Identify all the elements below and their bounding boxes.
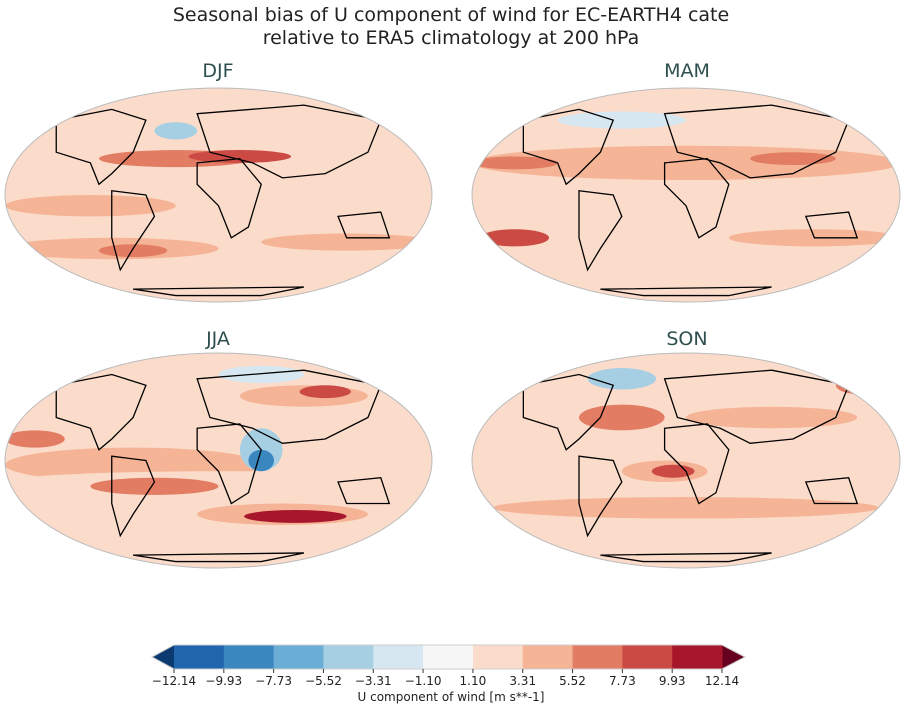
- bias-contour: [686, 406, 858, 429]
- colorbar-under-arrow: [152, 645, 174, 669]
- panel-title-jja: JJA: [206, 328, 230, 350]
- figure-title-line2: relative to ERA5 climatology at 200 hPa: [262, 27, 640, 49]
- bias-contour: [579, 404, 665, 431]
- bias-contour: [154, 122, 198, 140]
- bias-contour: [472, 156, 558, 170]
- coastlines: [56, 370, 389, 561]
- colorbar-bin: [373, 645, 424, 669]
- map-panel-son: [471, 352, 901, 569]
- bias-contour: [299, 385, 351, 399]
- map-border: [471, 352, 901, 569]
- map-panel-djf: [4, 87, 433, 303]
- map-background: [472, 88, 900, 302]
- colorbar-bin: [672, 645, 723, 669]
- colorbar-bin: [174, 645, 225, 669]
- colorbar-bin: [273, 645, 324, 669]
- colorbar-tick-label: 3.31: [509, 674, 537, 688]
- colorbar: [150, 644, 747, 673]
- bias-contour: [5, 195, 176, 217]
- coastlines: [56, 105, 389, 295]
- colorbar-tick-label: −12.14: [151, 674, 197, 688]
- bias-contour: [651, 464, 695, 478]
- bias-contour: [5, 471, 432, 493]
- colorbar-tick-label: −5.52: [305, 674, 342, 688]
- map-panel-jja: [4, 352, 433, 569]
- bias-contour: [472, 417, 900, 461]
- bias-contour: [750, 152, 836, 166]
- bias-contour: [814, 276, 900, 294]
- bias-contour: [835, 376, 879, 394]
- colorbar-tick-label: −3.31: [354, 674, 392, 688]
- map-panel-mam: [471, 87, 901, 303]
- bias-contour: [90, 477, 219, 495]
- bias-contour: [493, 497, 879, 519]
- colorbar-tick-label: −9.93: [205, 674, 243, 688]
- colorbar-bin: [572, 645, 623, 669]
- colorbar-tick-label: −1.10: [404, 674, 442, 688]
- bias-contour: [480, 229, 550, 247]
- bias-contour: [98, 244, 168, 258]
- map-border: [471, 87, 901, 303]
- bias-contour: [5, 430, 65, 448]
- colorbar-bin: [622, 645, 673, 669]
- map-border: [4, 87, 433, 303]
- map-border: [4, 352, 433, 569]
- colorbar-tick-label: 9.93: [658, 674, 686, 688]
- bias-contour: [248, 449, 275, 472]
- colorbar-bin: [522, 645, 574, 669]
- colorbar-bin: [423, 645, 474, 669]
- colorbar-tick-label: 7.73: [609, 674, 636, 688]
- colorbar-over-arrow: [722, 645, 745, 669]
- panel-title-son: SON: [666, 328, 708, 350]
- colorbar-tick-label: 1.10: [459, 674, 487, 688]
- colorbar-tick-label: 12.14: [704, 674, 740, 688]
- bias-contour: [218, 365, 304, 384]
- bias-contour: [587, 368, 657, 390]
- bias-contour: [557, 111, 686, 129]
- panel-title-mam: MAM: [664, 60, 710, 82]
- coastlines: [523, 105, 857, 295]
- figure-title-line1: Seasonal bias of U component of wind for…: [172, 4, 730, 26]
- colorbar-label: U component of wind [m s**-1]: [357, 690, 545, 704]
- colorbar-bin: [323, 645, 374, 669]
- bias-contour: [244, 509, 347, 523]
- colorbar-tick-label: 5.52: [559, 674, 586, 688]
- colorbar-bin: [472, 645, 524, 669]
- bias-contour: [188, 150, 292, 163]
- panel-title-djf: DJF: [202, 60, 234, 82]
- colorbar-tick-label: −7.73: [255, 674, 293, 688]
- colorbar-bin: [223, 645, 275, 669]
- bias-contour: [175, 192, 432, 219]
- coastlines: [523, 370, 857, 561]
